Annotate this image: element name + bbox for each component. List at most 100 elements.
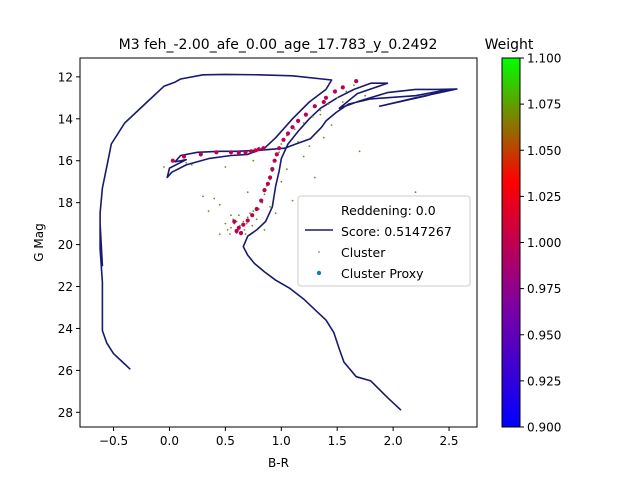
y-tick-label: 20: [58, 238, 73, 252]
cluster-proxy-point: [228, 150, 234, 155]
cluster-point: [224, 166, 227, 168]
cluster-point: [263, 229, 266, 231]
y-axis-label: G Mag: [32, 223, 46, 261]
cluster-point: [207, 210, 210, 213]
legend-box: [297, 195, 471, 287]
cluster-proxy-point: [265, 181, 270, 186]
cluster-proxy-point: [303, 112, 308, 117]
cluster-proxy-point: [354, 79, 359, 84]
legend-proxy-swatch: [316, 270, 322, 276]
cluster-point: [243, 229, 246, 231]
cluster-proxy-point: [321, 99, 326, 105]
cluster-proxy-point: [272, 158, 277, 163]
cluster-point: [280, 180, 283, 183]
cluster-proxy-point: [270, 167, 275, 172]
cluster-proxy-point: [243, 150, 248, 155]
cluster-point: [246, 191, 249, 194]
cluster-point: [224, 222, 227, 225]
x-tick-label: −0.5: [99, 434, 128, 448]
cluster-point: [218, 203, 221, 206]
cluster-proxy-point: [332, 89, 338, 94]
cluster-point: [252, 210, 255, 213]
cluster-point: [345, 90, 348, 93]
cluster-point: [322, 136, 325, 139]
data-layer: [99, 73, 458, 411]
cluster-proxy-point: [245, 218, 250, 223]
cluster-proxy-point: [250, 213, 255, 218]
cluster-point: [293, 128, 296, 131]
legend: Reddening: 0.0 Score: 0.5147267 Cluster …: [297, 195, 471, 287]
colorbar-title: Weight: [485, 37, 534, 53]
cluster-point: [263, 193, 266, 196]
cluster-point: [213, 197, 216, 200]
colorbar-tick-label: 0.900: [527, 421, 561, 435]
y-axis: 12 14 16 18 20 22 24 26 28: [58, 70, 80, 420]
cluster-proxy-point: [181, 154, 187, 159]
x-tick-label: 2.5: [439, 434, 458, 448]
colorbar-tick-label: 1.000: [527, 236, 561, 250]
y-tick-label: 16: [58, 154, 73, 168]
cluster-proxy-point: [238, 231, 244, 236]
cluster-point: [297, 141, 299, 143]
cluster-proxy-point: [312, 104, 317, 109]
x-tick-label: 1.5: [328, 434, 347, 448]
cluster-point: [274, 212, 277, 215]
legend-cluster-swatch: [318, 251, 320, 253]
cluster-point: [364, 94, 367, 97]
cluster-proxy-points: [170, 79, 359, 236]
y-tick-label: 26: [58, 364, 73, 378]
cluster-point: [286, 168, 288, 171]
cluster-point: [330, 124, 333, 126]
cluster-proxy-point: [254, 206, 259, 212]
chart-title: M3 feh_-2.00_afe_0.00_age_17.783_y_0.249…: [119, 37, 438, 53]
colorbar-tick-label: 1.100: [527, 52, 561, 66]
cluster-proxy-point: [198, 152, 203, 157]
plot-frame: [79, 57, 478, 428]
cluster-point: [302, 155, 305, 158]
x-tick-label: 2.0: [384, 434, 403, 448]
cluster-proxy-point: [323, 95, 329, 100]
isochrone-line: [99, 73, 458, 411]
legend-entry-cluster-proxy: Cluster Proxy: [341, 266, 424, 281]
cluster-point: [319, 113, 322, 116]
cluster-point: [229, 233, 231, 236]
cluster-point: [308, 145, 311, 148]
cluster-point: [336, 96, 339, 99]
cluster-point: [242, 220, 245, 223]
cluster-point: [327, 103, 330, 105]
cluster-proxy-point: [290, 125, 295, 130]
cluster-proxy-point: [236, 150, 241, 155]
cluster-point: [202, 195, 204, 198]
cluster-proxy-point: [214, 150, 219, 155]
cluster-point: [190, 164, 193, 166]
cluster-proxy-point: [274, 152, 279, 157]
colorbar-tick-label: 1.075: [527, 98, 561, 112]
x-axis-label: B-R: [268, 456, 289, 470]
cluster-point: [255, 218, 258, 221]
y-tick-label: 12: [58, 70, 73, 84]
y-tick-label: 18: [58, 196, 73, 210]
cluster-point: [341, 101, 344, 103]
legend-entry-reddening: Reddening: 0.0: [341, 203, 436, 218]
cluster-proxy-point: [170, 158, 175, 163]
cluster-point: [249, 212, 251, 215]
cluster-proxy-point: [268, 175, 273, 180]
y-tick-label: 14: [58, 112, 73, 126]
cluster-point: [218, 233, 221, 236]
cluster-point: [291, 199, 294, 202]
cluster-point: [226, 229, 229, 231]
cluster-proxy-point: [234, 228, 239, 234]
cluster-point: [358, 150, 361, 153]
colorbar-tick-label: 0.950: [527, 328, 561, 342]
cluster-point: [230, 226, 232, 229]
colorbar-tick-label: 1.050: [527, 144, 561, 158]
cluster-point: [278, 151, 280, 154]
cluster-point: [353, 84, 355, 87]
cluster-point: [230, 214, 232, 217]
cluster-point: [313, 176, 316, 179]
cluster-point: [311, 115, 314, 118]
colorbar-gradient: [501, 57, 521, 428]
cluster-proxy-point: [256, 147, 261, 152]
cluster-point: [280, 143, 283, 145]
